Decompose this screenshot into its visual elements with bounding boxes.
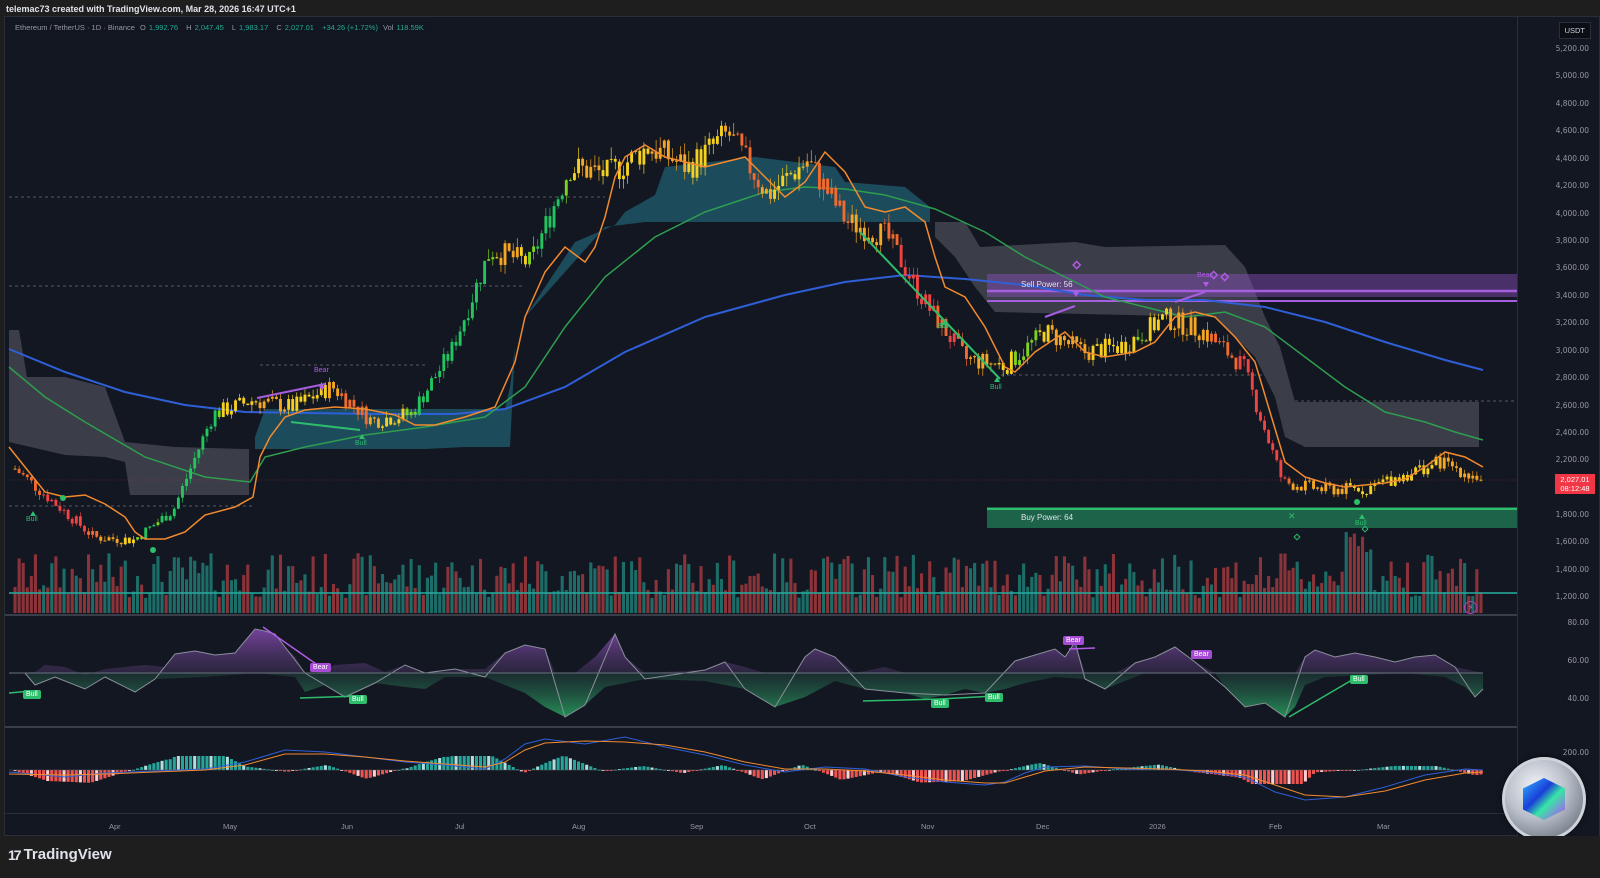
price-tick: 60.00 (1567, 656, 1589, 665)
price-tick: 1,800.00 (1555, 510, 1589, 519)
price-tick: 5,000.00 (1555, 71, 1589, 80)
macd-pane (8, 736, 1484, 801)
volume-bars (13, 532, 1483, 613)
low-label: L (231, 23, 237, 32)
time-tick: 2026 (1149, 822, 1166, 831)
price-tick: 4,200.00 (1555, 181, 1589, 190)
attribution-text: telemac73 created with TradingView.com, … (6, 4, 296, 14)
price-tick: 4,400.00 (1555, 154, 1589, 163)
symbol-label[interactable]: Ethereum / TetherUS · 1D · Binance (15, 23, 135, 32)
chart-container[interactable]: Ethereum / TetherUS · 1D · Binance O 1,99… (4, 16, 1600, 837)
attribution-bar: telemac73 created with TradingView.com, … (0, 0, 1600, 16)
high-label: H (186, 23, 192, 32)
tradingview-logo[interactable]: 17 TradingView (8, 846, 112, 863)
osc-bull-tag: Bull (1350, 675, 1368, 684)
time-tick: May (223, 822, 238, 831)
time-tick: Dec (1036, 822, 1050, 831)
price-tick: 1,600.00 (1555, 537, 1589, 546)
alert-bolt-icon[interactable]: ⚡ (1464, 601, 1477, 614)
coin-emblem-icon (1523, 778, 1565, 820)
chart-canvas[interactable] (5, 17, 1519, 837)
osc-bull-tag: Bull (985, 693, 1003, 702)
bear-cloud-left (9, 330, 249, 495)
price-tick: 2,400.00 (1555, 428, 1589, 437)
time-tick: Sep (690, 822, 704, 831)
price-tick: 2,200.00 (1555, 455, 1589, 464)
bull-signal-marker: Bull (355, 440, 367, 447)
bear-signal-marker: Bear (1197, 272, 1212, 279)
bear-cloud-right (935, 222, 1479, 447)
price-tick: 1,400.00 (1555, 565, 1589, 574)
sell-power-label: Sell Power: 56 (1021, 280, 1073, 289)
price-tick: 4,800.00 (1555, 99, 1589, 108)
currency-button[interactable]: USDT (1558, 22, 1591, 39)
oscillator-pane (8, 626, 1484, 718)
high-value: 2,047.45 (194, 23, 224, 32)
price-tick: 3,400.00 (1555, 291, 1589, 300)
tradingview-brand: TradingView (23, 846, 112, 863)
last-price-value: 2,027.01 (1560, 475, 1590, 484)
price-tick: 40.00 (1567, 694, 1589, 703)
ema-fast-line (8, 144, 1484, 540)
price-tick: 4,000.00 (1555, 209, 1589, 218)
time-tick: Feb (1269, 822, 1282, 831)
ma-50-line (8, 186, 1484, 483)
bar-countdown: 08:12:48 (1560, 484, 1590, 493)
time-tick: Mar (1377, 822, 1390, 831)
price-tick: 5,200.00 (1555, 44, 1589, 53)
bull-signal-marker: Bull (1355, 520, 1367, 527)
volume-value: 118.59K (396, 23, 424, 32)
price-tick: 2,600.00 (1555, 401, 1589, 410)
osc-bull-tag: Bull (931, 699, 949, 708)
time-tick: Aug (572, 822, 586, 831)
open-value: 1,992.76 (148, 23, 179, 32)
price-tick: 3,000.00 (1555, 346, 1589, 355)
osc-bear-tag: Bear (1063, 636, 1084, 645)
price-scale[interactable]: USDT 2,027.01 08:12:48 5,200.00 5,000.00 4… (1517, 17, 1599, 837)
time-tick: Nov (921, 822, 935, 831)
osc-bull-tag: Bull (23, 690, 41, 699)
time-tick: Jul (455, 822, 465, 831)
osc-bear-tag: Bear (310, 663, 331, 672)
ohlc-legend[interactable]: Ethereum / TetherUS · 1D · Binance O 1,99… (13, 22, 432, 33)
time-tick: Apr (109, 822, 121, 831)
price-tick: 3,800.00 (1555, 236, 1589, 245)
bull-signal-marker: Bull (937, 323, 949, 330)
close-value: 2,027.01 (284, 23, 314, 32)
price-tick: 3,200.00 (1555, 318, 1589, 327)
osc-bull-tag: Bull (349, 695, 367, 704)
close-label: C (276, 23, 282, 32)
bull-signal-marker: Bull (990, 384, 1002, 391)
buy-power-label: Buy Power: 64 (1021, 513, 1074, 522)
cross-marker: ✕ (1288, 511, 1296, 521)
osc-bear-tag: Bear (1191, 650, 1212, 659)
open-label: O (140, 23, 146, 32)
price-tick: 200.00 (1562, 748, 1589, 757)
time-axis[interactable]: Apr May Jun Jul Aug Sep Oct Nov Dec 2026 Feb Mar (5, 813, 1519, 835)
bear-signal-marker: Bear (314, 367, 329, 374)
change-value: +34.26 (+1.72%) (322, 23, 378, 32)
tradingview-mark-icon: 17 (8, 846, 22, 863)
last-price-badge: 2,027.01 08:12:48 (1555, 474, 1595, 494)
price-tick: 1,200.00 (1555, 592, 1589, 601)
ma-200-line (8, 273, 1484, 415)
coin-logo-watermark (1502, 757, 1586, 841)
low-value: 1,983.17 (239, 23, 269, 32)
price-tick: 3,600.00 (1555, 263, 1589, 272)
time-tick: Oct (804, 822, 816, 831)
price-tick: 2,800.00 (1555, 373, 1589, 382)
time-tick: Jun (341, 822, 354, 831)
price-tick: 4,600.00 (1555, 126, 1589, 135)
bull-cloud (255, 157, 930, 449)
volume-label: Vol (383, 23, 394, 32)
price-candles (13, 120, 1483, 548)
bull-signal-marker: Bull (26, 516, 38, 523)
buy-power-zone (987, 507, 1519, 528)
footer: 17 TradingView (0, 836, 1600, 878)
price-tick: 80.00 (1567, 618, 1589, 627)
